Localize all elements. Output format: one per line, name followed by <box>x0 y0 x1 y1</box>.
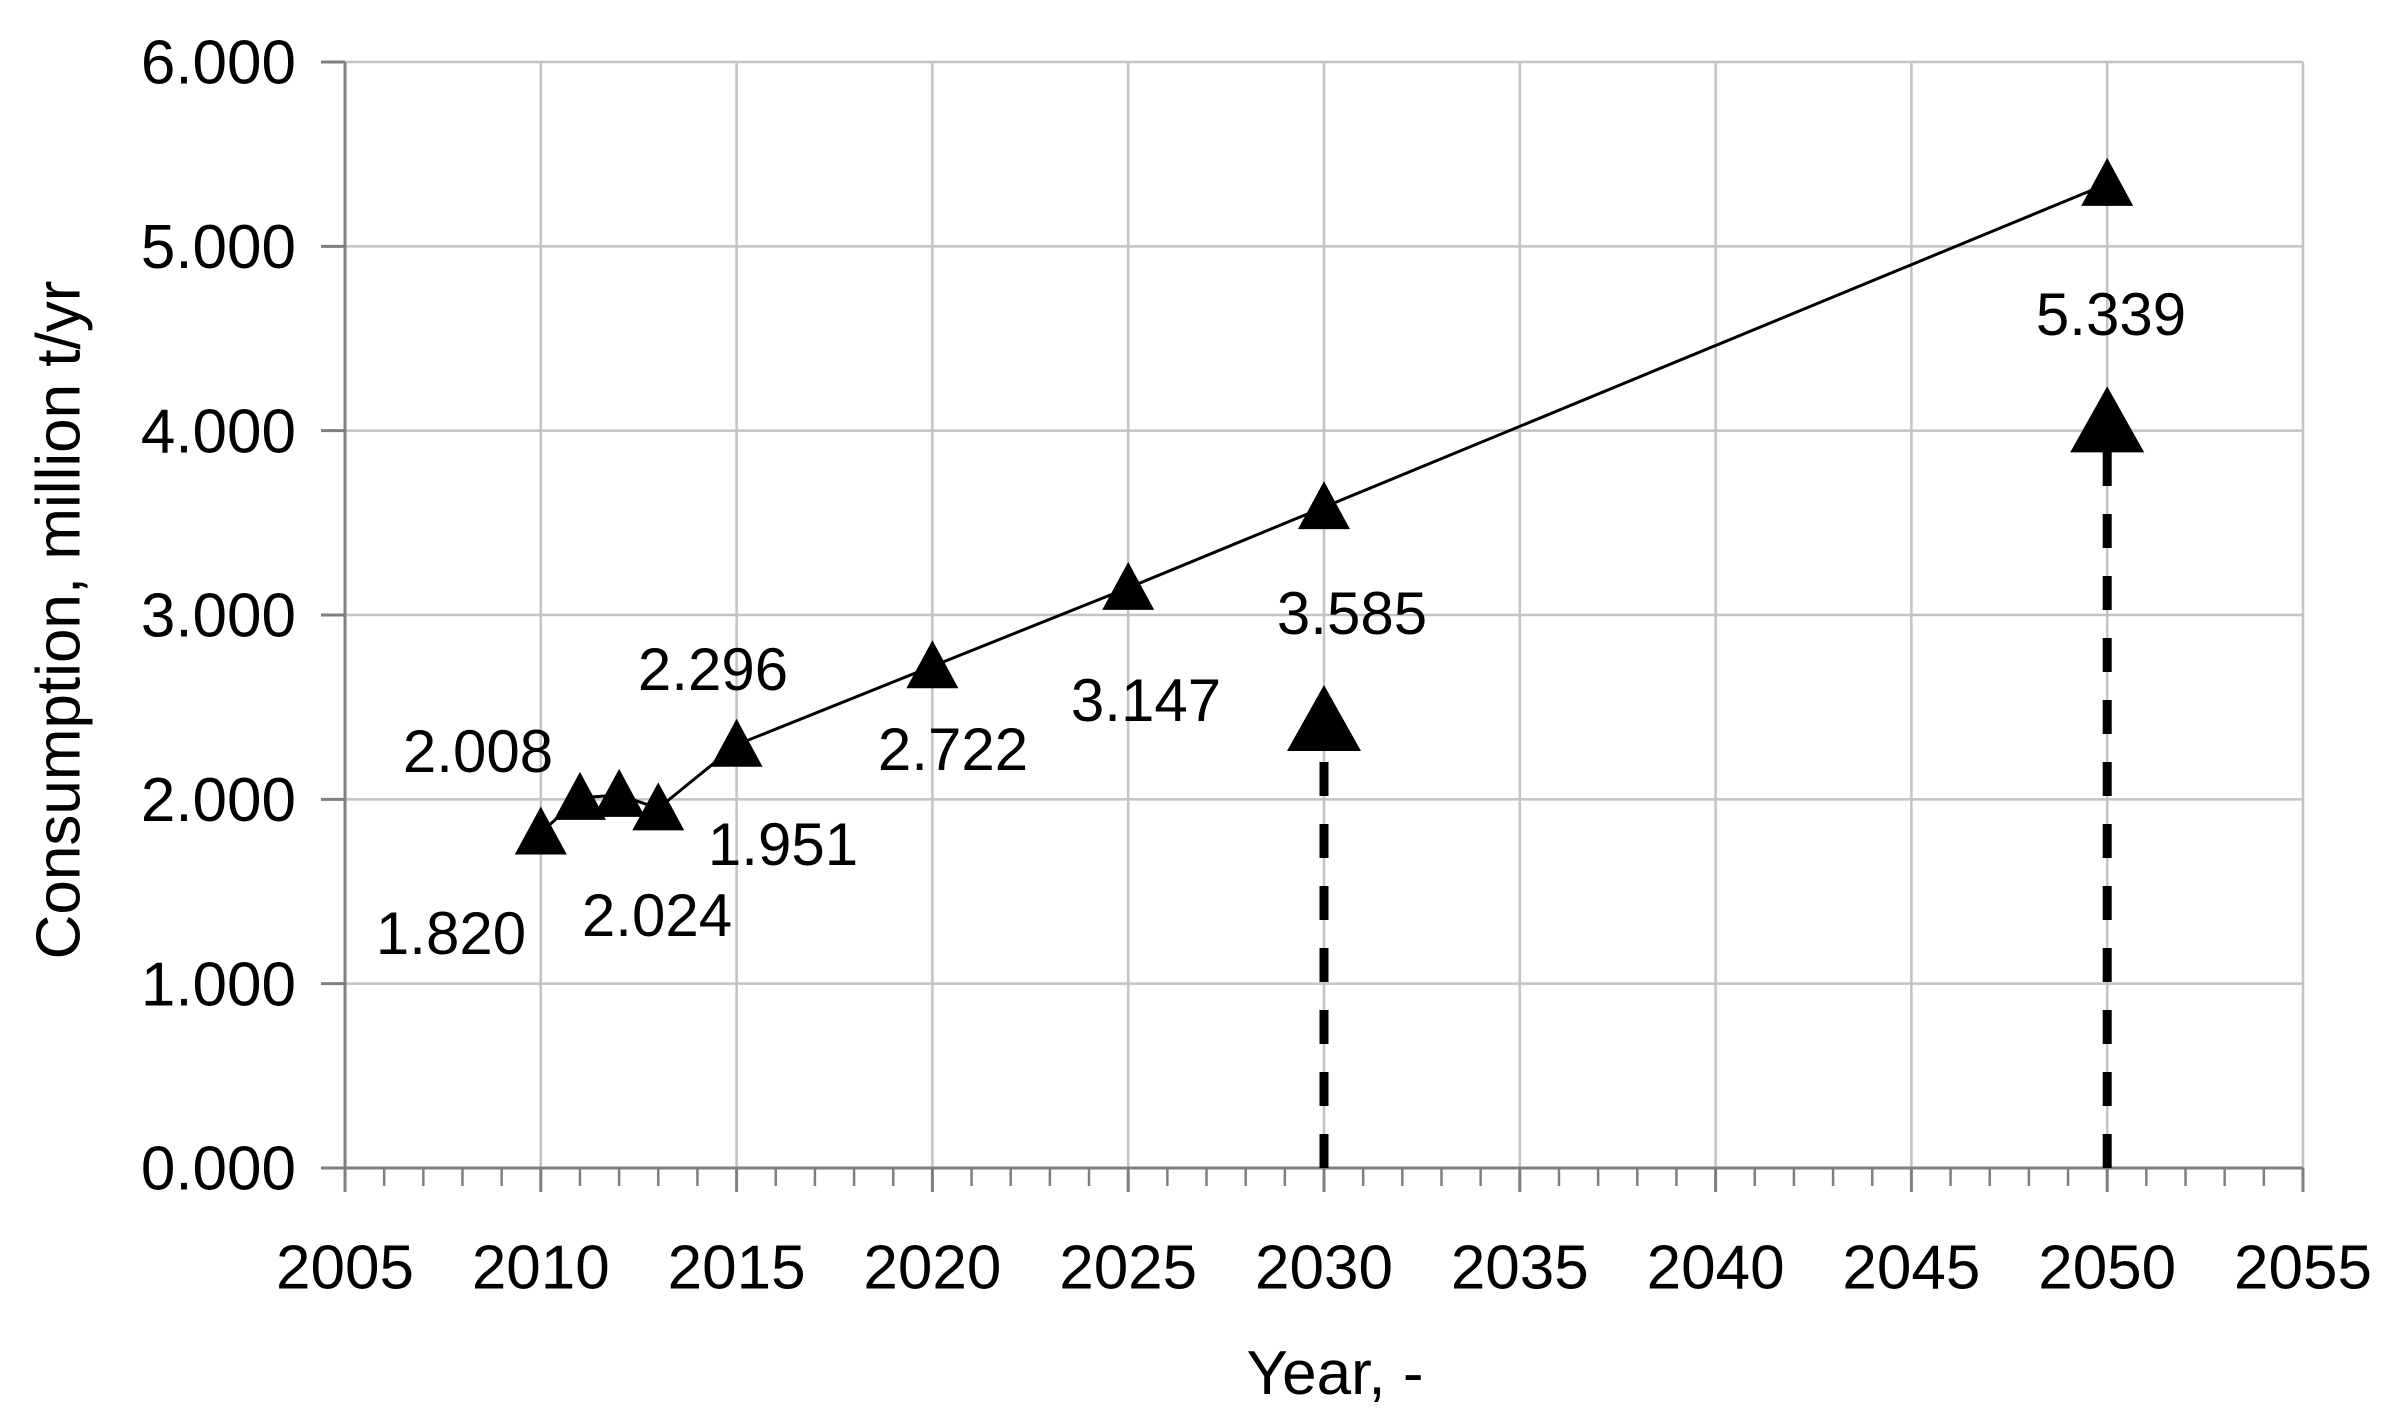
x-tick-label: 2045 <box>1842 1234 1980 1303</box>
data-point-label: 5.339 <box>2036 281 2186 348</box>
arrow-head <box>1287 685 1361 752</box>
triangle-marker <box>593 768 646 817</box>
annotations <box>1287 386 2145 1168</box>
triangle-marker <box>906 640 959 689</box>
data-point-label: 2.008 <box>403 718 553 785</box>
y-tick-label: 0.000 <box>141 1135 296 1204</box>
y-tick-label: 6.000 <box>141 29 296 98</box>
data-point-label: 1.820 <box>376 900 526 967</box>
data-point-label: 2.296 <box>638 636 788 703</box>
triangle-marker <box>2081 157 2134 206</box>
y-tick-label: 2.000 <box>141 766 296 835</box>
y-tick-label: 3.000 <box>141 582 296 651</box>
x-tick-label: 2035 <box>1451 1234 1589 1303</box>
data-point-label: 3.585 <box>1277 580 1427 647</box>
data-point-label: 2.722 <box>878 716 1028 783</box>
y-tick-label: 5.000 <box>141 213 296 282</box>
x-tick-label: 2050 <box>2038 1234 2176 1303</box>
triangle-marker <box>1298 481 1350 530</box>
triangle-marker <box>1102 561 1155 610</box>
x-tick-label: 2040 <box>1647 1234 1785 1303</box>
data-point-label: 1.951 <box>708 811 858 878</box>
triangle-marker <box>632 782 685 831</box>
x-tick-label: 2025 <box>1059 1234 1197 1303</box>
data-series <box>514 157 2134 855</box>
y-tick-label: 1.000 <box>141 950 296 1019</box>
x-axis-title: Year, - <box>1247 1339 1424 1408</box>
y-axis-title: Consumption, million t/yr <box>25 281 94 960</box>
triangle-marker <box>514 806 567 855</box>
axes <box>321 60 2305 1192</box>
data-point-label: 2.024 <box>582 882 732 949</box>
x-tick-label: 2010 <box>472 1234 610 1303</box>
y-tick-label: 4.000 <box>141 397 296 466</box>
data-point-label: 3.147 <box>1071 667 1221 734</box>
gridlines <box>345 60 2305 1168</box>
arrow-head <box>2070 386 2145 453</box>
x-tick-label: 2005 <box>276 1234 414 1303</box>
tick-labels: 0.000 1.000 2.000 3.000 4.000 5.000 6.000 2005 2… <box>141 29 2372 1303</box>
x-tick-label: 2030 <box>1255 1234 1393 1303</box>
triangle-marker <box>553 771 606 820</box>
x-tick-label: 2055 <box>2234 1234 2372 1303</box>
x-tick-label: 2015 <box>668 1234 806 1303</box>
x-tick-label: 2020 <box>863 1234 1001 1303</box>
triangle-marker <box>710 718 763 767</box>
